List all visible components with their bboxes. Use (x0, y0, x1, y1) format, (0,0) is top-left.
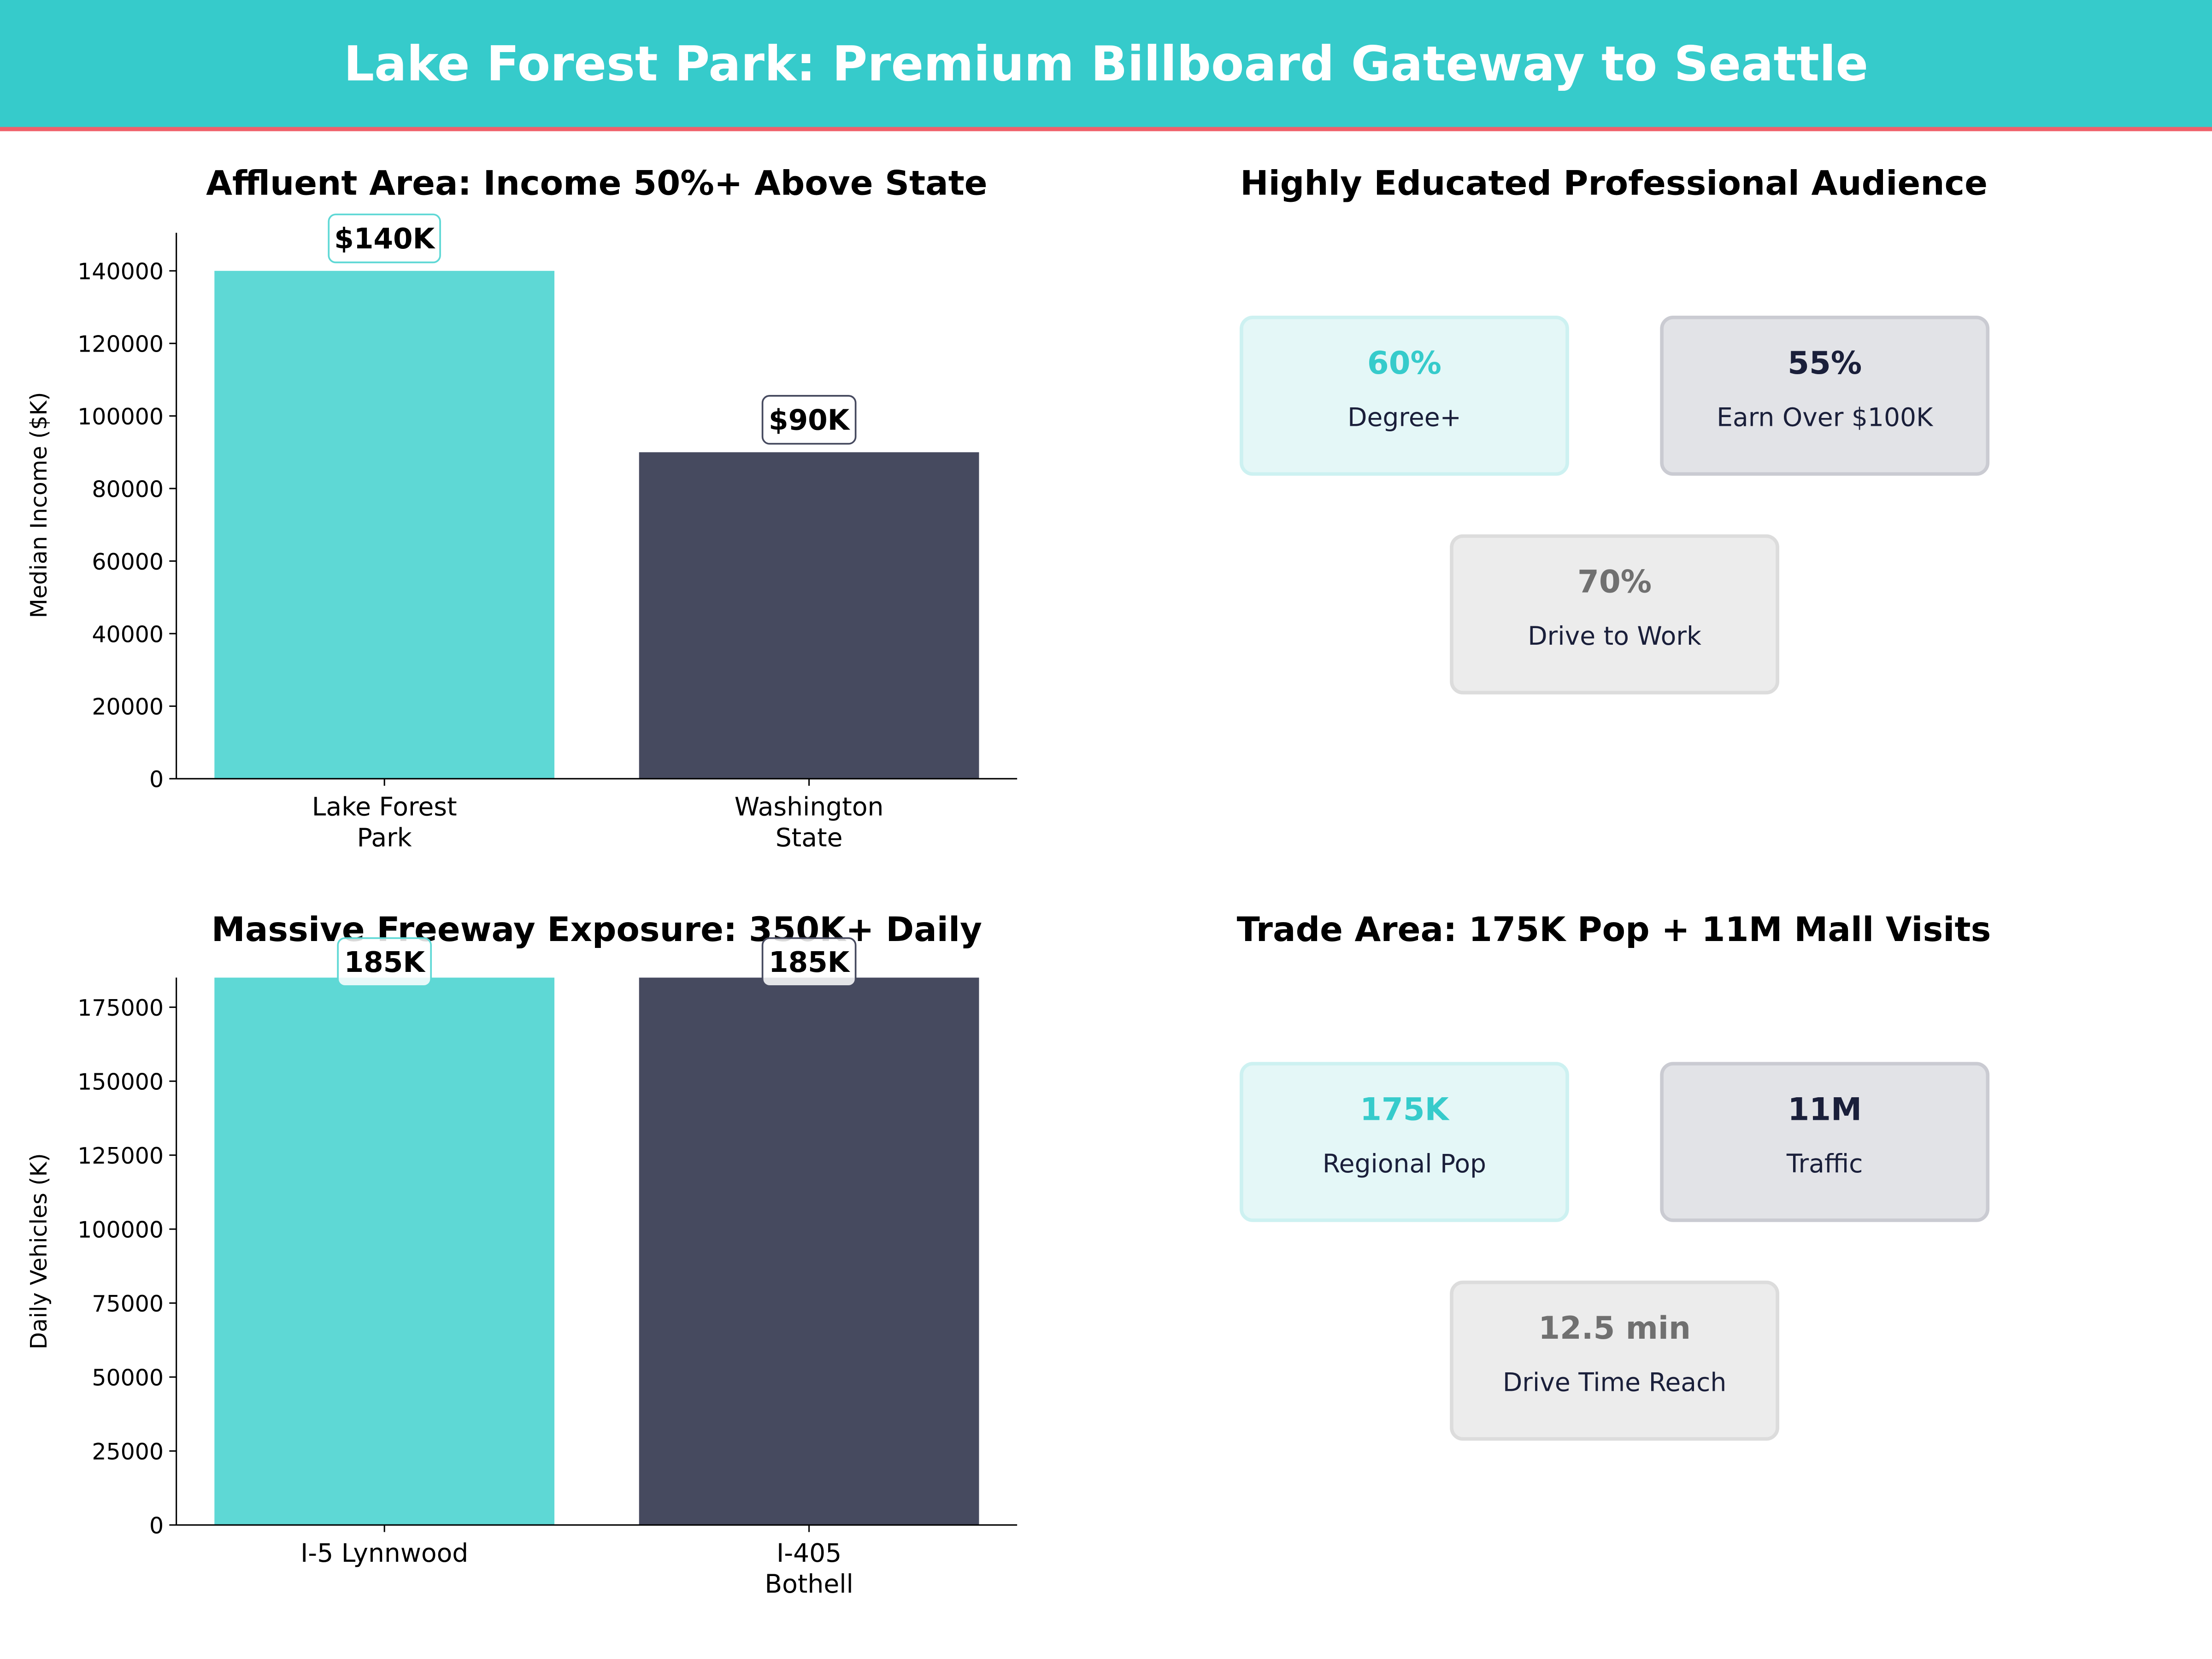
card-background (1660, 1062, 1990, 1222)
bar (214, 271, 555, 779)
data-label-box (761, 395, 857, 445)
header-accent-line (0, 127, 2212, 131)
card-background (1660, 315, 1990, 476)
stat-card: 70% Drive to Work (1450, 534, 1779, 694)
card-value: 12.5 min (1538, 1310, 1691, 1346)
card-label: Earn Over $100K (1717, 402, 1934, 432)
data-label-box (337, 937, 432, 987)
x-tick-label: I-405 Bothell (765, 1538, 853, 1599)
y-tick-label: 80000 (92, 476, 164, 502)
data-label-box (761, 937, 857, 987)
card-label: Regional Pop (1323, 1149, 1486, 1178)
page-title: Lake Forest Park: Premium Billboard Gate… (344, 35, 1868, 92)
card-label: Traffic (1786, 1149, 1863, 1178)
y-axis-label: Median Income ($K) (26, 392, 52, 618)
bar (214, 977, 555, 1525)
y-tick-label: 40000 (92, 621, 164, 647)
education-panel: Highly Educated Professional Audience 60… (1240, 164, 1990, 694)
chart-title: Massive Freeway Exposure: 350K+ Daily (212, 910, 982, 949)
card-value: 175K (1360, 1091, 1450, 1128)
trade-area-panel: Trade Area: 175K Pop + 11M Mall Visits 1… (1237, 910, 1991, 1441)
y-tick-label: 0 (149, 766, 164, 793)
card-background (1240, 1062, 1569, 1222)
y-tick-label: 150000 (77, 1069, 164, 1095)
card-label: Drive Time Reach (1503, 1367, 1726, 1397)
chart-title: Affluent Area: Income 50%+ Above State (206, 164, 987, 203)
y-tick-label: 75000 (92, 1291, 164, 1317)
card-background (1450, 1280, 1779, 1441)
y-tick-label: 0 (149, 1513, 164, 1539)
stat-card: 60% Degree+ (1240, 315, 1569, 476)
traffic-chart: Massive Freeway Exposure: 350K+ Daily 0 2… (26, 910, 1018, 1599)
data-label: 185K (769, 946, 851, 979)
stat-card: 55% Earn Over $100K (1660, 315, 1990, 476)
stat-card: 175K Regional Pop (1240, 1062, 1569, 1222)
y-tick-label: 20000 (92, 694, 164, 720)
data-label: $140K (334, 223, 435, 255)
stat-card: 12.5 min Drive Time Reach (1450, 1280, 1779, 1441)
y-tick-label: 100000 (77, 1217, 164, 1243)
y-tick-label: 25000 (92, 1439, 164, 1465)
y-tick-label: 50000 (92, 1365, 164, 1391)
income-chart: Affluent Area: Income 50%+ Above State 0… (26, 164, 1018, 853)
y-tick-label: 140000 (77, 259, 164, 285)
y-tick-label: 100000 (77, 404, 164, 430)
card-background (1240, 315, 1569, 476)
data-label: 185K (344, 946, 426, 979)
y-tick-label: 120000 (77, 331, 164, 358)
bar (639, 977, 979, 1525)
y-tick-label: 175000 (77, 995, 164, 1021)
x-tick-label: Lake Forest Park (312, 792, 457, 852)
stat-card: 11M Traffic (1660, 1062, 1990, 1222)
bar (639, 452, 979, 779)
card-value: 60% (1367, 345, 1441, 381)
y-tick-label: 60000 (92, 549, 164, 575)
panel-title: Trade Area: 175K Pop + 11M Mall Visits (1237, 910, 1991, 949)
card-value: 70% (1577, 564, 1652, 600)
card-label: Drive to Work (1528, 621, 1701, 651)
panel-title: Highly Educated Professional Audience (1240, 164, 1988, 203)
x-tick-label: I-5 Lynnwood (300, 1538, 468, 1568)
header-band (0, 0, 2212, 127)
card-value: 55% (1788, 345, 1862, 381)
data-label-box (328, 213, 441, 264)
card-background (1450, 534, 1779, 694)
card-value: 11M (1788, 1091, 1862, 1128)
card-label: Degree+ (1347, 402, 1461, 432)
x-tick-label: Washington State (735, 792, 884, 852)
y-axis-label: Daily Vehicles (K) (26, 1153, 52, 1349)
y-tick-label: 125000 (77, 1143, 164, 1169)
data-label: $90K (769, 404, 851, 436)
